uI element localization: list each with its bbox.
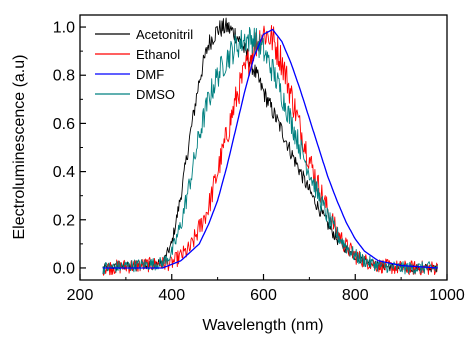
legend: Acetonitril Ethanol DMF DMSO — [95, 27, 193, 102]
series-line-dmso — [102, 26, 438, 275]
y-tick-label: 0.2 — [53, 212, 75, 229]
y-tick-label: 0.6 — [53, 116, 75, 133]
y-tick-label: 0.4 — [53, 164, 75, 181]
series-line-dmf — [102, 28, 438, 269]
x-tick-label: 200 — [67, 287, 94, 304]
legend-label-acetonitril: Acetonitril — [136, 27, 193, 42]
series-line-ethanol — [102, 24, 438, 276]
x-tick-label: 800 — [342, 287, 369, 304]
x-tick-label: 600 — [250, 287, 277, 304]
legend-label-dmf: DMF — [136, 67, 164, 82]
plot-series-group — [102, 17, 438, 276]
y-axis-title: Electroluminescence (a.u) — [11, 55, 28, 240]
x-axis-title: Wavelength (nm) — [202, 317, 323, 334]
legend-label-ethanol: Ethanol — [136, 47, 180, 62]
y-tick-label: 0.8 — [53, 68, 75, 85]
x-tick-label: 1000 — [429, 287, 465, 304]
legend-label-dmso: DMSO — [136, 87, 175, 102]
x-tick-label: 400 — [158, 287, 185, 304]
axis-tick-labels: 200 400 600 800 1000 0.0 0.2 0.4 0.6 0.8 1.0 — [53, 20, 465, 304]
axis-ticks — [79, 26, 448, 280]
y-tick-label: 1.0 — [53, 20, 75, 37]
y-tick-label: 0.0 — [53, 260, 75, 277]
